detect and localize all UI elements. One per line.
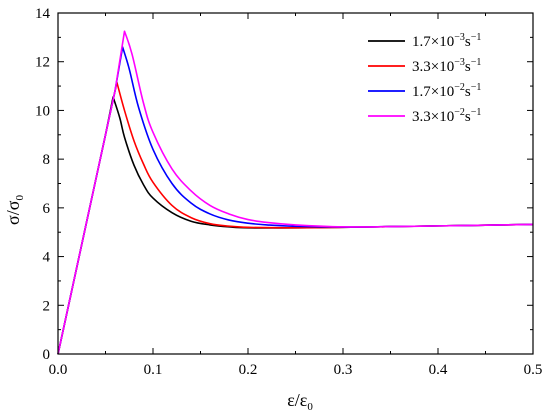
- x-tick-label: 0.4: [429, 362, 448, 378]
- y-tick-label: 0: [43, 347, 51, 363]
- legend-base: 1.7×10: [412, 84, 454, 100]
- legend-exponent: −2: [454, 107, 465, 118]
- legend-unit-exponent: −1: [471, 82, 482, 93]
- legend-label-1: 1.7×10−3s−1: [412, 32, 481, 50]
- legend-unit: s: [465, 109, 471, 125]
- legend-label-2: 3.3×10−3s−1: [412, 57, 481, 75]
- y-tick-label: 6: [43, 201, 51, 217]
- legend-unit-exponent: −1: [471, 32, 482, 43]
- x-axis-label: ε/ε0: [287, 390, 313, 413]
- x-tick-label: 0.3: [334, 362, 353, 378]
- legend-label-3: 1.7×10−2s−1: [412, 82, 481, 100]
- legend-exponent: −2: [454, 82, 465, 93]
- legend: 1.7×10−3s−13.3×10−3s−11.7×10−2s−13.3×10−…: [368, 32, 481, 125]
- series-line-2: [57, 81, 534, 355]
- legend-label-4: 3.3×10−2s−1: [412, 107, 481, 125]
- series-line-3: [57, 46, 534, 355]
- legend-base: 3.3×10: [412, 59, 454, 75]
- legend-unit: s: [465, 34, 471, 50]
- y-tick-label: 4: [43, 250, 51, 266]
- y-axis-label-main: σ/σ: [3, 200, 23, 225]
- series-layer: [57, 30, 534, 355]
- y-tick-label: 10: [35, 103, 50, 119]
- legend-base: 1.7×10: [412, 34, 454, 50]
- ticks-layer: [57, 12, 534, 355]
- y-tick-label: 8: [43, 152, 51, 168]
- y-axis-label: σ/σ0: [3, 195, 26, 225]
- x-tick-label: 0.5: [524, 362, 543, 378]
- legend-unit: s: [465, 84, 471, 100]
- legend-exponent: −3: [454, 32, 465, 43]
- y-tick-label: 12: [35, 55, 50, 71]
- legend-base: 3.3×10: [412, 109, 454, 125]
- legend-exponent: −3: [454, 57, 465, 68]
- y-tick-label: 2: [43, 298, 51, 314]
- x-tick-label: 0.0: [49, 362, 68, 378]
- x-axis-label-subscript: 0: [307, 401, 313, 413]
- y-tick-label: 14: [35, 6, 51, 22]
- x-tick-label: 0.2: [239, 362, 258, 378]
- x-axis-label-main: ε/ε: [287, 390, 308, 410]
- x-tick-label: 0.1: [144, 362, 163, 378]
- legend-unit-exponent: −1: [471, 57, 482, 68]
- series-line-4: [57, 30, 534, 355]
- labels-layer: 0.0 0.1 0.2 0.3 0.4 0.5 0 2 4 6 8 10 12 14: [35, 6, 542, 378]
- y-axis-label-subscript: 0: [14, 195, 26, 201]
- legend-unit: s: [465, 59, 471, 75]
- legend-unit-exponent: −1: [471, 107, 482, 118]
